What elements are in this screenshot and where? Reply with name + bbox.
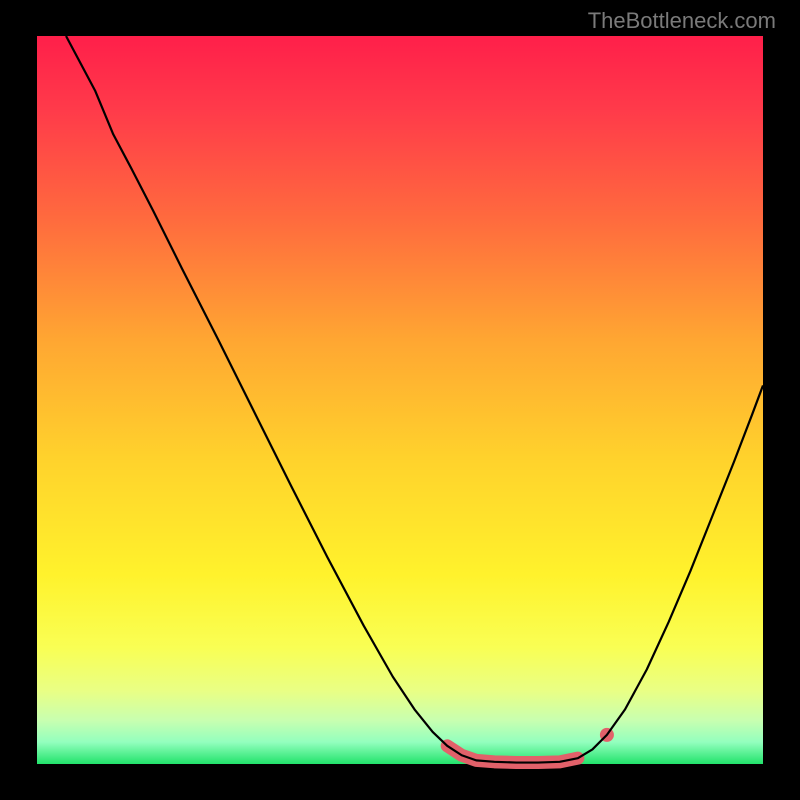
curve-layer xyxy=(37,36,763,764)
watermark-text: TheBottleneck.com xyxy=(588,8,776,34)
highlight-band xyxy=(447,746,578,763)
chart-container: TheBottleneck.com xyxy=(0,0,800,800)
plot-area xyxy=(37,36,763,764)
bottleneck-curve xyxy=(66,36,763,763)
